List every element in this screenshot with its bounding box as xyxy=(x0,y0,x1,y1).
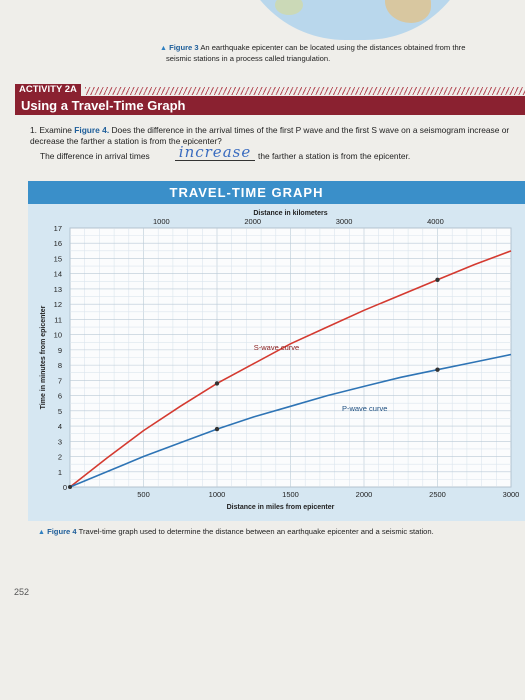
travel-time-graph: TRAVEL-TIME GRAPH 1 2 3 4 5 6 7 8 9 10 11 12 13 14 15 1… xyxy=(28,181,525,521)
answer-line: The difference in arrival times increase… xyxy=(40,145,520,161)
activity-banner: ACTIVITY 2A Using a Travel-Time Graph xyxy=(15,84,525,115)
figure4-label: Figure 4 xyxy=(47,527,77,536)
figure4-caption: ▲ Figure 4 Travel-time graph used to det… xyxy=(38,527,525,536)
y-tick-label: 16 xyxy=(54,239,62,248)
y-tick-label: 0 xyxy=(63,483,67,492)
triangle-icon: ▲ xyxy=(160,45,167,52)
globe-landmass xyxy=(385,0,431,23)
question-number: 1. xyxy=(30,125,37,135)
y-tick-label: 4 xyxy=(58,422,62,431)
activity-tag: ACTIVITY 2A xyxy=(15,84,81,96)
curve-marker xyxy=(214,426,220,432)
question-text-before: Examine xyxy=(39,125,72,135)
y-tick-label: 12 xyxy=(54,300,62,309)
x-tick-label: 1500 xyxy=(282,490,299,499)
figure3-caption: ▲ Figure 3 An earthquake epicenter can b… xyxy=(160,43,525,64)
x-tick-label: 2000 xyxy=(356,490,373,499)
answer-prefix: The difference in arrival times xyxy=(40,151,150,161)
y-tick-label: 13 xyxy=(54,285,62,294)
x-tick-label: 1000 xyxy=(209,490,226,499)
answer-suffix: the farther a station is from the epicen… xyxy=(258,151,411,161)
globe-landmass xyxy=(275,0,303,15)
page-number: 252 xyxy=(14,587,30,597)
figure3-caption-line1: An earthquake epicenter can be located u… xyxy=(200,43,466,52)
y-tick-label: 7 xyxy=(58,376,62,385)
y-tick-label: 5 xyxy=(58,407,62,416)
top-axis-tick-label: 1000 xyxy=(153,217,170,226)
y-tick-label: 9 xyxy=(58,346,62,355)
y-tick-label: 2 xyxy=(58,453,62,462)
curve-marker xyxy=(435,277,440,282)
y-tick-label: 11 xyxy=(54,315,62,324)
y-tick-label: 10 xyxy=(54,331,62,340)
figure-reference: Figure 4. xyxy=(74,125,110,135)
banner-hatch-decoration xyxy=(85,87,525,95)
x-axis-label: Distance in miles from epicenter xyxy=(227,504,335,511)
y-tick-label: 3 xyxy=(58,437,62,446)
globe-illustration xyxy=(235,0,475,40)
top-axis-tick-label: 4000 xyxy=(427,217,444,226)
y-tick-label: 14 xyxy=(54,270,62,279)
p-wave-label: P-wave curve xyxy=(342,404,387,413)
top-axis-tick-label: 3000 xyxy=(336,217,353,226)
curve-marker xyxy=(435,367,440,372)
x-tick-label: 2500 xyxy=(429,490,446,499)
question-1: 1. Examine Figure 4. Does the difference… xyxy=(30,125,520,147)
y-tick-label: 17 xyxy=(54,224,62,233)
figure3-label: Figure 3 xyxy=(169,43,199,52)
figure3-caption-line2: seismic stations in a process called tri… xyxy=(166,54,331,63)
figure4-caption-text: Travel-time graph used to determine the … xyxy=(78,527,434,536)
activity-title: Using a Travel-Time Graph xyxy=(15,96,525,115)
y-tick-label: 8 xyxy=(58,361,62,370)
triangle-icon: ▲ xyxy=(38,529,45,536)
handwritten-answer[interactable]: increase xyxy=(175,145,255,161)
top-axis-tick-label: 2000 xyxy=(244,217,261,226)
top-axis-label: Distance in kilometers xyxy=(253,210,327,217)
curve-marker xyxy=(214,381,220,386)
y-axis-label: Time in minutes from epicenter xyxy=(40,305,47,409)
y-tick-label: 1 xyxy=(58,468,62,477)
y-tick-label: 6 xyxy=(58,392,62,401)
graph-title: TRAVEL-TIME GRAPH xyxy=(28,181,525,204)
y-tick-label: 15 xyxy=(54,254,62,263)
question-text-after: Does the difference in the arrival times… xyxy=(30,125,510,146)
origin-marker xyxy=(68,485,72,489)
x-tick-label: 500 xyxy=(137,490,150,499)
x-tick-label: 3000 xyxy=(503,490,520,499)
s-wave-label: S-wave curve xyxy=(254,343,299,352)
